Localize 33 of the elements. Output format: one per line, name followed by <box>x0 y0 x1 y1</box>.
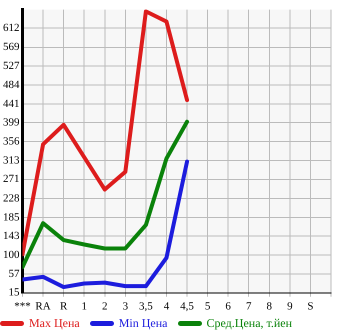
y-tick-label: 399 <box>3 116 20 129</box>
y-tick-label: 271 <box>3 173 20 186</box>
y-tick-label: 185 <box>3 211 20 224</box>
x-tick-label: 3 <box>122 300 129 312</box>
x-tick-label: 5 <box>204 300 211 312</box>
x-tick-label: 1 <box>81 300 87 312</box>
x-tick-label: 6 <box>225 300 232 312</box>
x-tick-label: 7 <box>246 300 252 312</box>
y-tick-label: 15 <box>8 286 20 299</box>
x-tick-label: 4 <box>164 300 170 312</box>
y-tick-label: 100 <box>3 249 20 262</box>
y-tick-label: 57 <box>8 268 20 280</box>
x-tick-label: 9 <box>287 300 294 312</box>
y-tick-label: 612 <box>3 22 20 34</box>
x-tick-label: S <box>307 300 314 312</box>
y-tick-label: 569 <box>3 41 20 54</box>
y-tick-label: 356 <box>3 136 20 148</box>
x-tick-label: 4,5 <box>180 300 194 312</box>
y-tick-label: 441 <box>3 98 20 110</box>
y-tick-label: 484 <box>3 78 20 91</box>
legend-label: Сред.Цена, т.йен <box>206 316 292 331</box>
x-tick-label: *** <box>14 300 31 312</box>
x-tick-label: 8 <box>266 300 273 312</box>
x-tick-label: 2 <box>102 300 108 312</box>
x-tick-label: R <box>60 300 68 312</box>
y-tick-label: 228 <box>3 192 20 204</box>
x-tick-label: RA <box>35 300 51 312</box>
legend-label: Min Цена <box>118 316 168 331</box>
legend-label: Max Цена <box>29 316 80 331</box>
y-tick-label: 527 <box>3 60 20 72</box>
y-tick-label: 143 <box>3 230 20 242</box>
y-tick-label: 313 <box>3 154 20 167</box>
x-tick-label: 3,5 <box>139 300 154 312</box>
